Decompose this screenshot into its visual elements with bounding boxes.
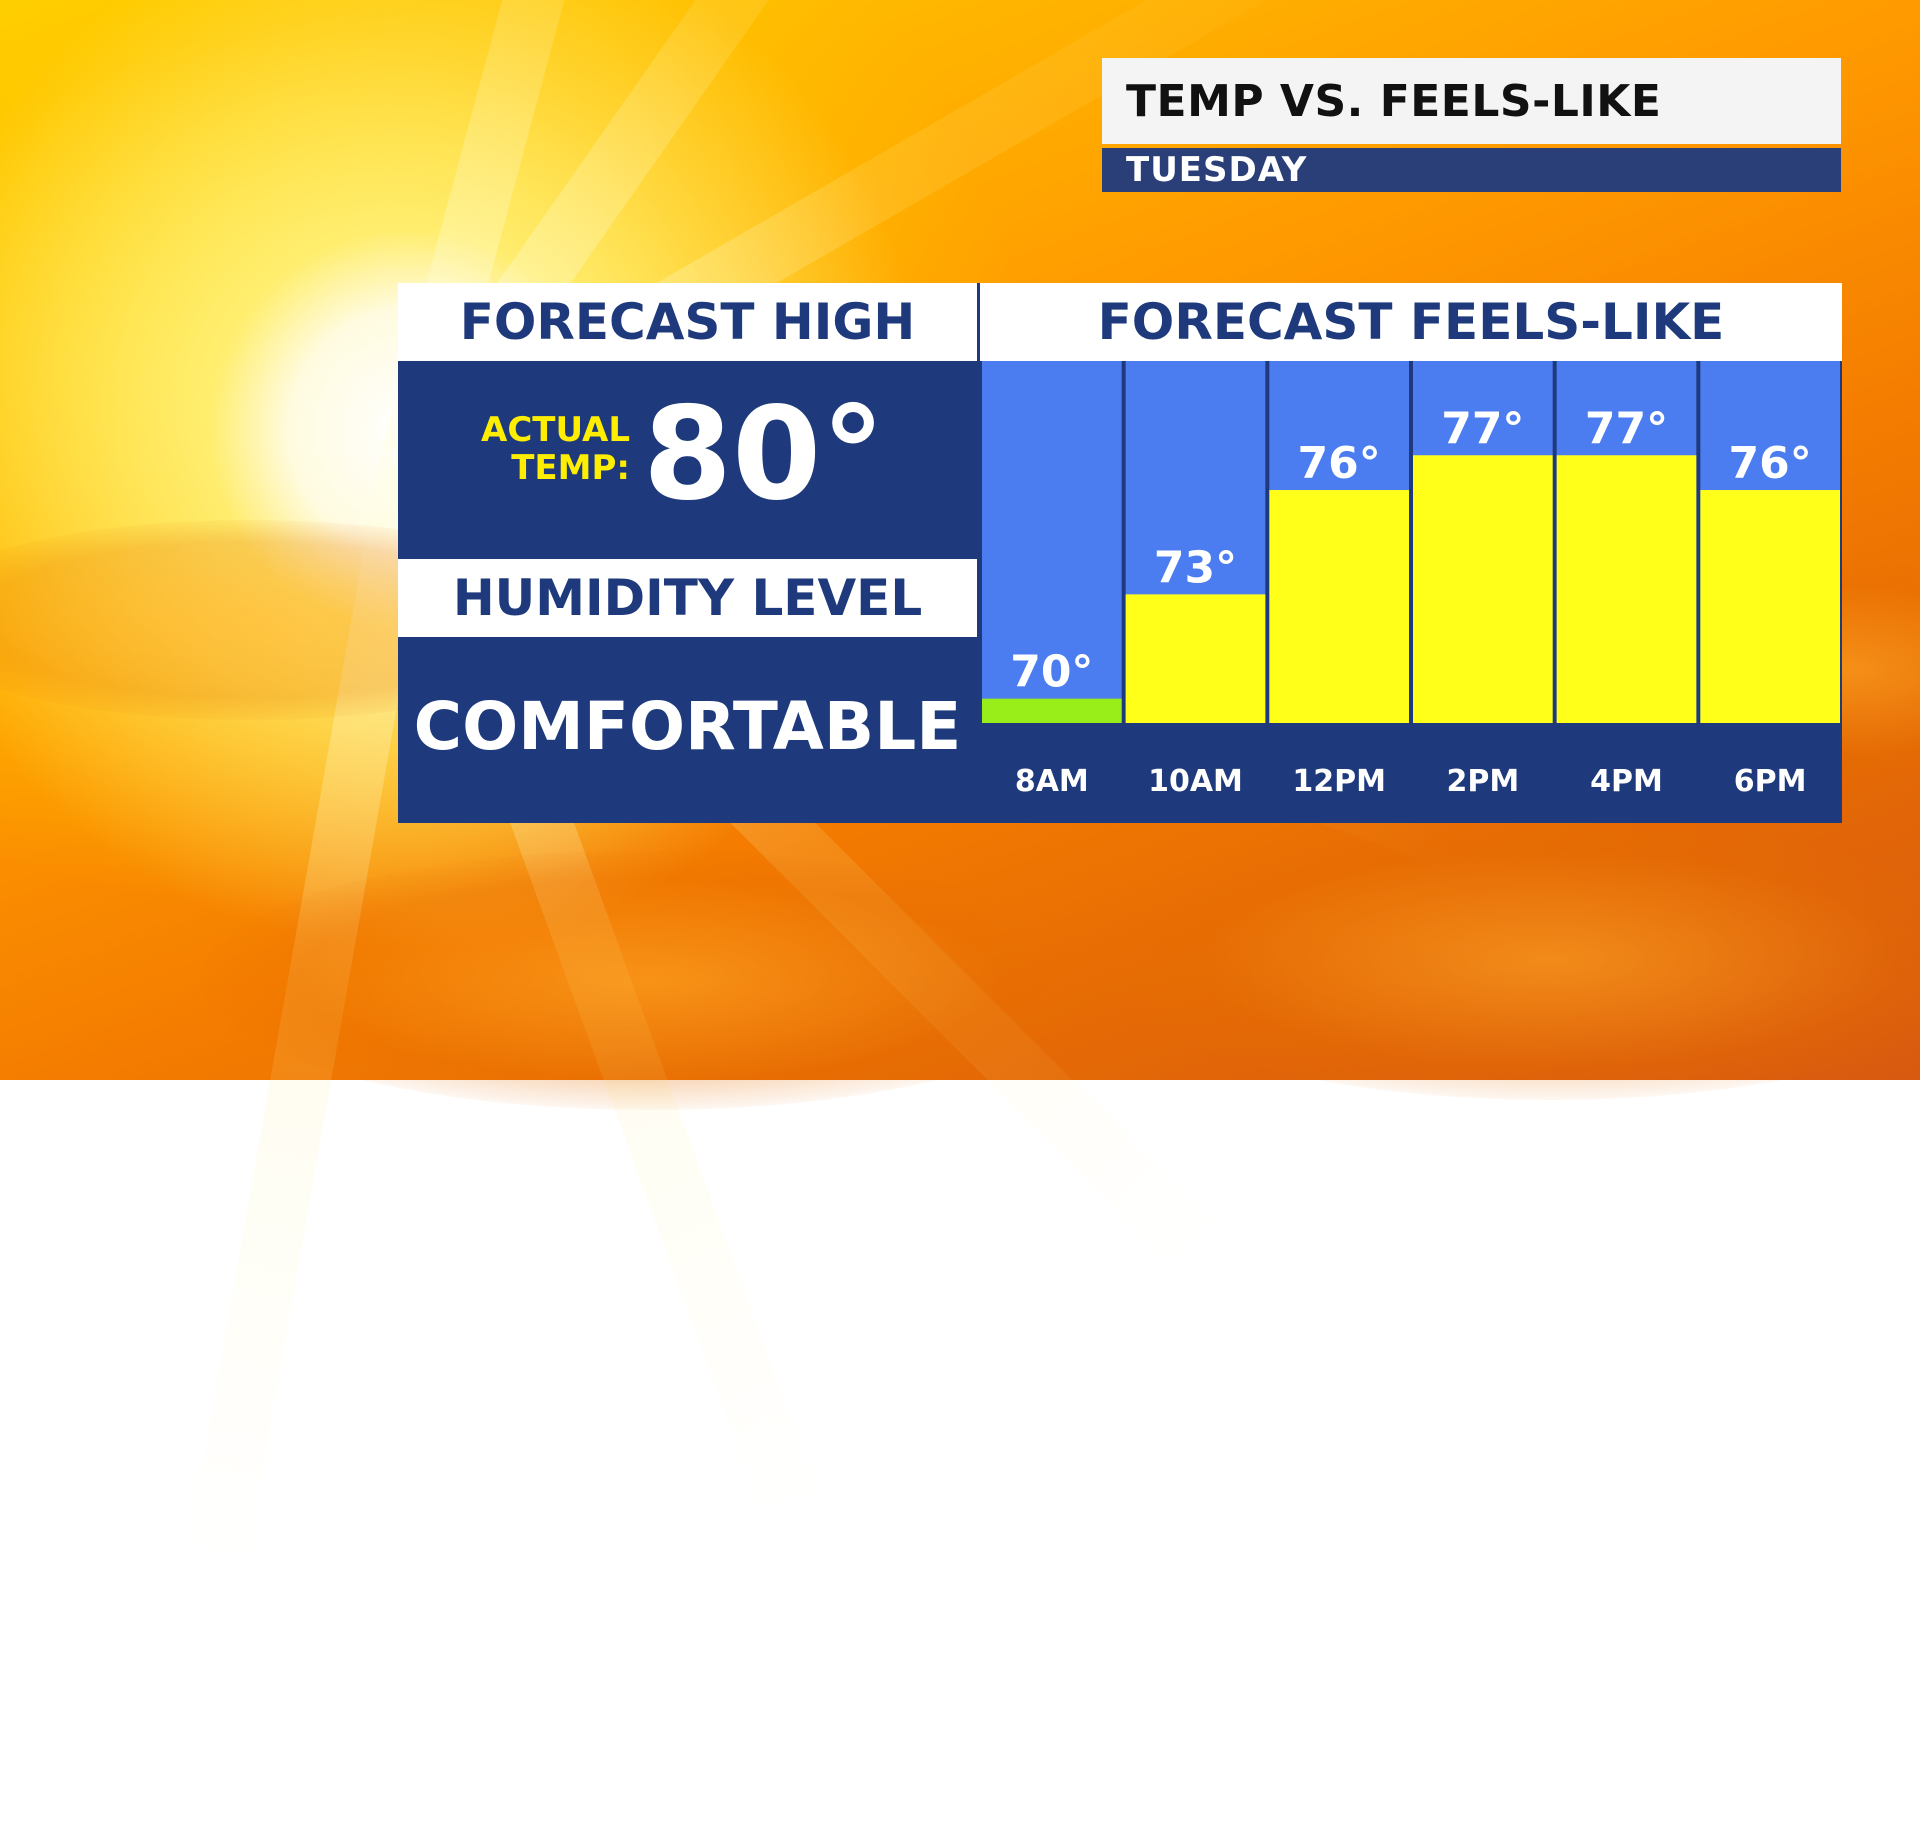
x-tick-label: 6PM [1734,764,1807,799]
feels-like-heading: FORECAST FEELS-LIKE [1097,293,1725,351]
feels-like-column: FORECAST FEELS-LIKE 70° 8AM 73° 10AM 76° 12PM… [980,283,1842,823]
humidity-heading: HUMIDITY LEVEL [452,569,923,627]
feels-like-chart: 70° 8AM 73° 10AM 76° 12PM 77° 2PM 77° 4PM 76° 6PM [980,361,1842,823]
graphic-title: TEMP VS. FEELS-LIKE [1126,75,1662,127]
bar-value-label: 76° [1298,438,1381,489]
x-tick-label: 2PM [1446,764,1519,799]
bar-value-label: 70° [1010,647,1093,698]
x-tick-label: 4PM [1590,764,1663,799]
subtitle-bar: TUESDAY [1102,148,1841,192]
bar-value-label: 73° [1154,542,1237,593]
title-bar: TEMP VS. FEELS-LIKE [1102,58,1841,144]
forecast-high-column: FORECAST HIGH ACTUAL TEMP: 80° HUMIDITY … [398,283,977,823]
forecast-panel: FORECAST HIGH ACTUAL TEMP: 80° HUMIDITY … [398,283,1842,823]
bar [1413,455,1553,723]
bar [1269,490,1409,723]
title-box: TEMP VS. FEELS-LIKE TUESDAY [1102,58,1841,194]
bar [1700,490,1840,723]
day-subtitle: TUESDAY [1126,150,1308,190]
forecast-high-heading: FORECAST HIGH [459,293,916,351]
chart-frame [980,361,1842,823]
bar-value-label: 77° [1441,403,1524,454]
x-tick-label: 8AM [1015,764,1089,799]
actual-temp-label: ACTUAL TEMP: [470,411,630,487]
x-tick-label: 12PM [1292,764,1386,799]
humidity-header: HUMIDITY LEVEL [398,559,977,637]
bar-value-label: 77° [1585,403,1668,454]
bar [1556,455,1697,723]
x-tick-label: 10AM [1148,764,1243,799]
bar-value-label: 76° [1729,438,1812,489]
forecast-high-value: 80° [643,380,886,529]
bar [982,698,1122,723]
bar [1125,594,1266,723]
forecast-high-header: FORECAST HIGH [398,283,977,361]
chart-column-bg [982,361,1122,723]
actual-label-line1: ACTUAL [481,410,630,450]
feels-like-bar-chart: 70° 8AM 73° 10AM 76° 12PM 77° 2PM 77° 4PM 76° 6PM [980,361,1842,823]
humidity-value: COMFORTABLE [413,688,962,765]
feels-like-header: FORECAST FEELS-LIKE [980,283,1842,361]
column-divider [977,283,980,823]
actual-label-line2: TEMP: [511,448,630,488]
